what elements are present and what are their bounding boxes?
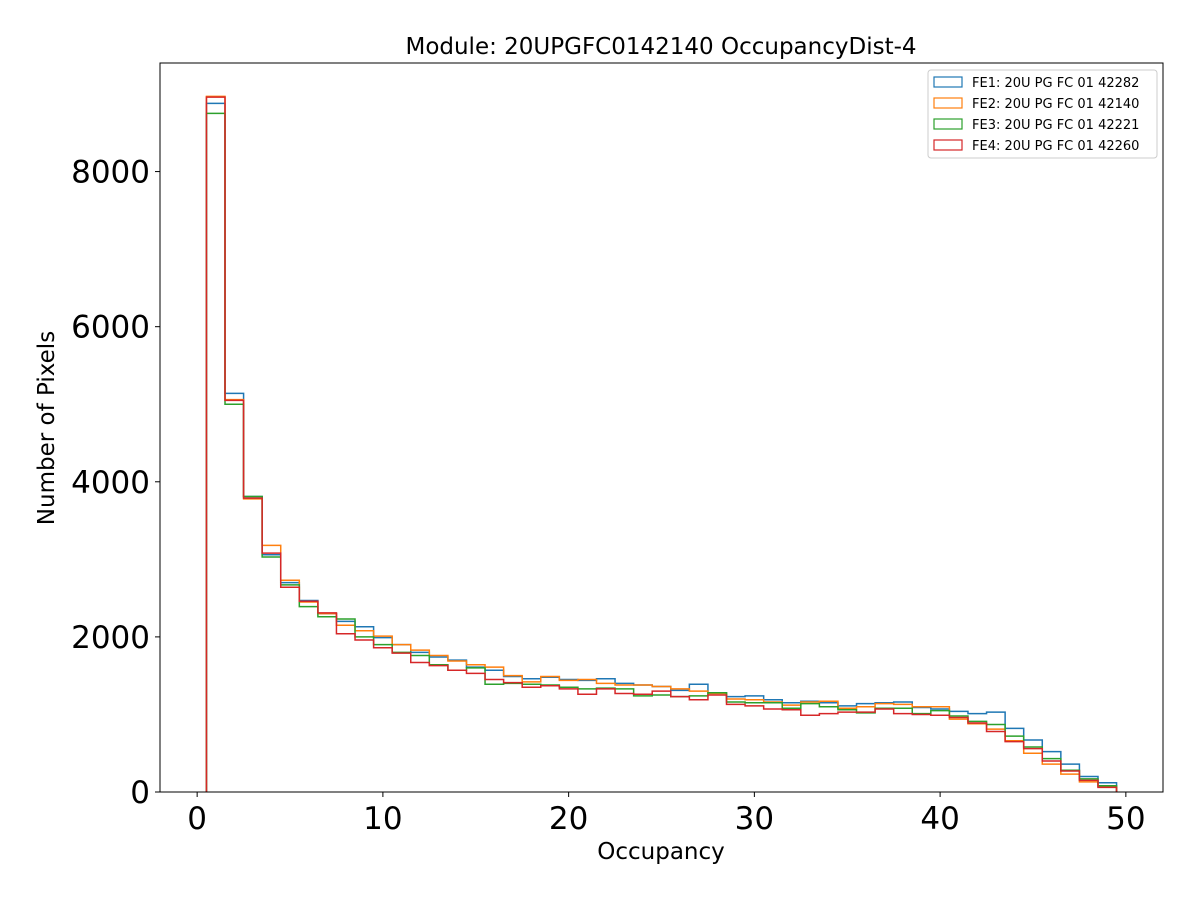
series-layer (205, 95, 1118, 792)
x-tick-label: 40 (920, 801, 959, 837)
legend-swatch-fe1 (933, 76, 963, 88)
y-axis-ticks: 0 2000 4000 6000 8000 (71, 155, 160, 811)
legend-swatch-fe2 (933, 97, 963, 109)
x-tick-label: 20 (549, 801, 588, 837)
series-line-fe3 (205, 112, 1118, 792)
legend-swatch-fe3 (933, 118, 963, 130)
legend-swatch-fe4 (933, 139, 963, 151)
legend-entry-fe3: FE3: 20U PG FC 01 42221 (972, 118, 1139, 133)
x-axis-label: Occupancy (597, 839, 725, 865)
x-tick-label: 0 (187, 801, 207, 837)
y-tick-label: 4000 (71, 465, 150, 501)
series-line-fe2 (205, 95, 1118, 792)
legend-entry-fe4: FE4: 20U PG FC 01 42260 (972, 139, 1139, 154)
y-tick-label: 0 (130, 775, 150, 811)
x-axis-ticks: 0 10 20 30 40 50 (187, 792, 1146, 837)
x-tick-label: 50 (1106, 801, 1145, 837)
chart-title: Module: 20UPGFC0142140 OccupancyDist-4 (405, 34, 916, 60)
legend: FE1: 20U PG FC 01 42282 FE2: 20U PG FC 01… (927, 69, 1158, 159)
y-axis-label: Number of Pixels (34, 331, 60, 525)
x-tick-label: 10 (363, 801, 402, 837)
y-tick-label: 6000 (71, 310, 150, 346)
x-tick-label: 30 (735, 801, 774, 837)
legend-box (927, 69, 1158, 159)
plot-frame (159, 62, 1164, 793)
legend-entry-fe1: FE1: 20U PG FC 01 42282 (972, 76, 1139, 91)
series-line-fe1 (205, 102, 1118, 792)
y-tick-label: 8000 (71, 155, 150, 191)
series-line-fe4 (205, 96, 1118, 792)
y-tick-label: 2000 (71, 620, 150, 656)
legend-entry-fe2: FE2: 20U PG FC 01 42140 (972, 97, 1139, 112)
